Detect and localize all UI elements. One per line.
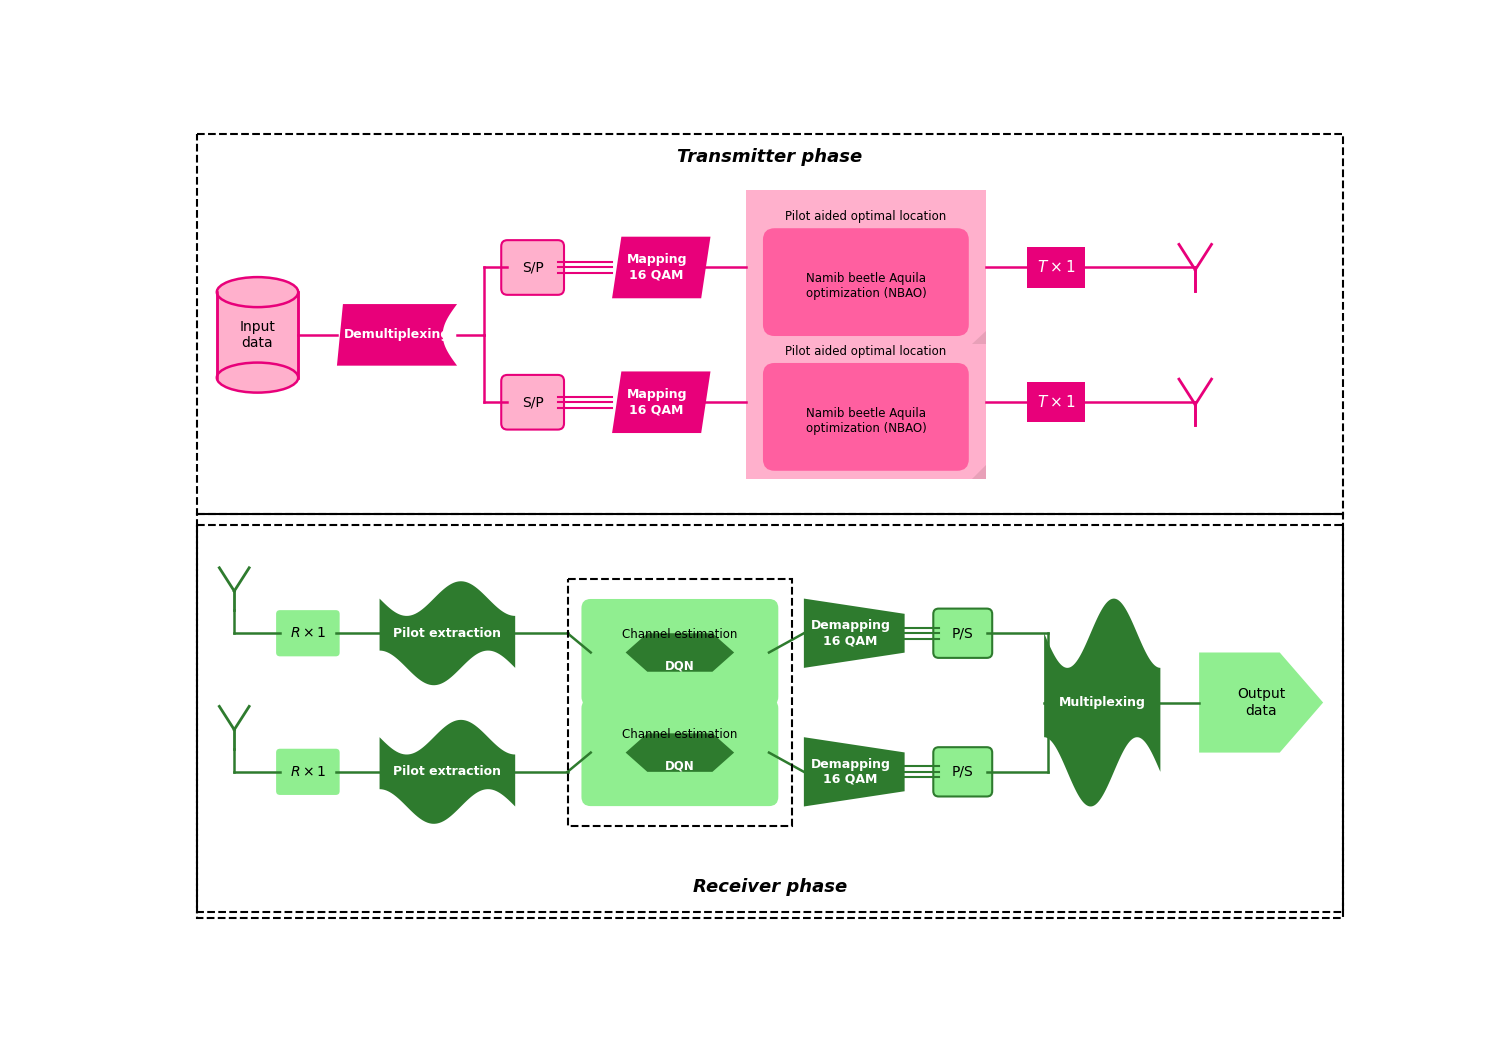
Polygon shape bbox=[336, 304, 457, 366]
Bar bbox=[216, 292, 299, 377]
Bar bbox=[746, 191, 985, 345]
FancyBboxPatch shape bbox=[581, 699, 778, 807]
Bar bbox=[1027, 382, 1084, 422]
Text: Demapping
16 QAM: Demapping 16 QAM bbox=[811, 619, 891, 647]
Bar bbox=[197, 525, 1343, 912]
Polygon shape bbox=[611, 371, 710, 433]
Text: Transmitter phase: Transmitter phase bbox=[677, 148, 862, 167]
Text: Pilot aided optimal location: Pilot aided optimal location bbox=[786, 345, 946, 357]
Text: S/P: S/P bbox=[521, 260, 544, 274]
Polygon shape bbox=[380, 581, 515, 686]
Text: Pilot extraction: Pilot extraction bbox=[394, 765, 502, 778]
Polygon shape bbox=[1199, 652, 1323, 752]
Text: Channel estimation: Channel estimation bbox=[622, 628, 737, 641]
Text: $R\times1$: $R\times1$ bbox=[290, 626, 326, 640]
Text: Mapping
16 QAM: Mapping 16 QAM bbox=[626, 389, 686, 416]
FancyBboxPatch shape bbox=[276, 611, 339, 656]
Text: DQN: DQN bbox=[665, 660, 695, 672]
Text: Input
data: Input data bbox=[239, 320, 275, 350]
Bar bbox=[746, 325, 985, 479]
Polygon shape bbox=[1044, 598, 1161, 807]
Text: Receiver phase: Receiver phase bbox=[692, 878, 847, 896]
Text: P/S: P/S bbox=[952, 626, 973, 640]
FancyBboxPatch shape bbox=[763, 228, 969, 336]
FancyBboxPatch shape bbox=[763, 363, 969, 471]
Text: Demultiplexing: Demultiplexing bbox=[344, 328, 451, 342]
Text: Mapping
16 QAM: Mapping 16 QAM bbox=[626, 253, 686, 281]
Text: Demapping
16 QAM: Demapping 16 QAM bbox=[811, 758, 891, 786]
FancyBboxPatch shape bbox=[502, 240, 565, 295]
Polygon shape bbox=[804, 598, 904, 668]
Text: $T\times1$: $T\times1$ bbox=[1036, 394, 1075, 411]
Polygon shape bbox=[611, 237, 710, 298]
Text: $R\times1$: $R\times1$ bbox=[290, 765, 326, 778]
Polygon shape bbox=[626, 634, 734, 672]
FancyBboxPatch shape bbox=[276, 749, 339, 795]
Polygon shape bbox=[380, 720, 515, 824]
Polygon shape bbox=[804, 737, 904, 807]
Bar bbox=[1027, 247, 1084, 288]
Text: Output
data: Output data bbox=[1238, 688, 1286, 718]
Ellipse shape bbox=[216, 277, 299, 307]
Text: P/S: P/S bbox=[952, 765, 973, 778]
Bar bbox=[568, 579, 792, 825]
Ellipse shape bbox=[216, 363, 299, 393]
Text: Pilot aided optimal location: Pilot aided optimal location bbox=[786, 210, 946, 223]
Polygon shape bbox=[626, 734, 734, 772]
Text: Namib beetle Aquila
optimization (NBAO): Namib beetle Aquila optimization (NBAO) bbox=[805, 272, 927, 300]
FancyBboxPatch shape bbox=[502, 375, 565, 429]
Text: S/P: S/P bbox=[521, 395, 544, 410]
Text: Pilot extraction: Pilot extraction bbox=[394, 626, 502, 640]
Text: Namib beetle Aquila
optimization (NBAO): Namib beetle Aquila optimization (NBAO) bbox=[805, 406, 927, 435]
Text: DQN: DQN bbox=[665, 760, 695, 772]
Text: Multiplexing: Multiplexing bbox=[1059, 696, 1146, 709]
FancyBboxPatch shape bbox=[933, 609, 993, 658]
FancyBboxPatch shape bbox=[933, 747, 993, 796]
Polygon shape bbox=[972, 466, 985, 479]
FancyBboxPatch shape bbox=[581, 599, 778, 706]
Text: Channel estimation: Channel estimation bbox=[622, 728, 737, 741]
Text: $T\times1$: $T\times1$ bbox=[1036, 259, 1075, 275]
Polygon shape bbox=[972, 330, 985, 345]
